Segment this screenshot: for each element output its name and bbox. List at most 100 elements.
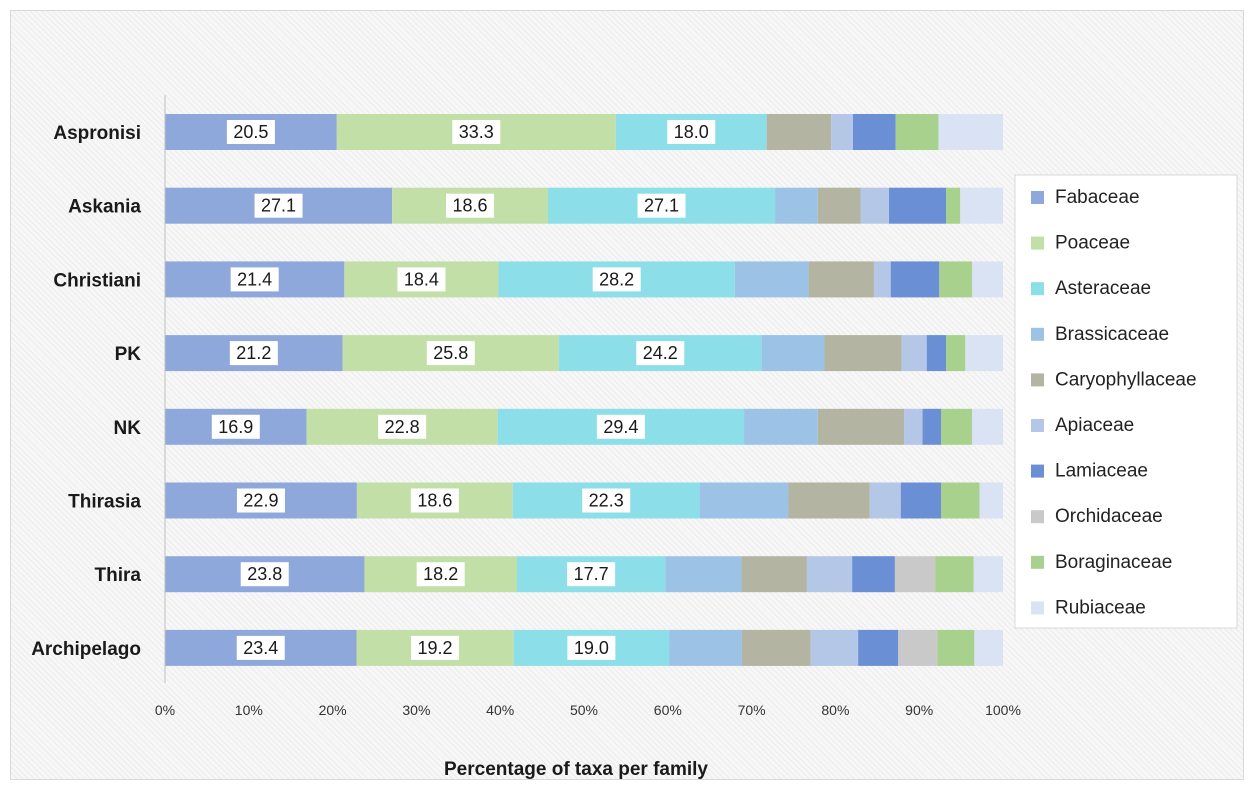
data-label: 24.2 [643, 343, 678, 363]
bar-segment-rubiaceae [965, 335, 1003, 372]
bar-segment-caryophyllaceae [817, 187, 861, 224]
legend-box [1014, 174, 1238, 629]
legend-swatch-fabaceae [1031, 191, 1044, 204]
data-label-box [592, 267, 641, 292]
data-label: 18.2 [423, 564, 458, 584]
data-label: 22.8 [385, 417, 420, 437]
legend-label: Rubiaceae [1055, 597, 1146, 618]
bar-segment-orchidaceae [898, 629, 938, 666]
category-label: Aspronisi [53, 123, 141, 144]
data-label-box [240, 562, 289, 587]
bar-segment-caryophyllaceae [741, 629, 811, 666]
bar-segment-lamiaceae [858, 629, 899, 666]
x-tick-label: 80% [821, 702, 849, 718]
bar-segment-boraginaceae [940, 482, 980, 519]
data-label: 23.8 [247, 564, 282, 584]
data-label: 18.0 [674, 122, 709, 142]
data-label-box [226, 120, 275, 144]
category-label: Archipelago [31, 639, 141, 660]
data-label-box [230, 267, 279, 292]
data-label-box [211, 414, 260, 439]
bar-segment-brassicaceae [699, 482, 789, 519]
data-label-box [411, 635, 460, 660]
data-label: 21.4 [237, 269, 272, 289]
bar-segment-boraginaceae [937, 629, 975, 666]
data-label: 16.9 [218, 417, 253, 437]
axis-layer: 0% 10% 20% 30% 40% 50% 60% 70% 80% 90% 100% Asproni… [31, 95, 1021, 718]
x-tick-label: 0% [155, 702, 175, 718]
legend-label: Apiaceae [1055, 415, 1134, 436]
data-label: 18.6 [453, 196, 488, 216]
data-label-box [452, 120, 501, 144]
x-tick-label: 70% [738, 702, 766, 718]
bar-segment-rubiaceae [973, 556, 1003, 593]
bar-segment-caryophyllaceae [817, 408, 905, 445]
data-label-box [567, 635, 616, 660]
data-label-box [582, 488, 631, 513]
legend-label: Asteraceae [1055, 278, 1151, 299]
data-label: 21.2 [236, 343, 271, 363]
data-label: 20.5 [233, 122, 268, 142]
bar-segment-apiaceae [831, 114, 853, 150]
bar-segment-rubiaceae [971, 261, 1003, 298]
chart-frame: 20.5 33.3 18.0 27.1 18.6 27.1 21.4 18.4 28.2 21.2… [10, 10, 1244, 780]
bar-segment-rubiaceae [960, 187, 1003, 224]
category-label: PK [115, 344, 142, 365]
data-label: 18.4 [404, 269, 439, 289]
category-label: Thirasia [68, 492, 141, 513]
stacked-bar-chart: 20.5 33.3 18.0 27.1 18.6 27.1 21.4 18.4 28.2 21.2… [31, 95, 1238, 780]
legend-swatch-apiaceae [1031, 419, 1044, 432]
legend-label: Lamiaceae [1055, 461, 1148, 482]
data-label-box [596, 414, 645, 439]
bar-segment-apiaceae [860, 187, 890, 224]
x-tick-label: 90% [905, 702, 933, 718]
legend-swatch-brassicaceae [1031, 327, 1044, 341]
data-label: 19.0 [574, 638, 609, 658]
legend-swatch-rubiaceae [1031, 601, 1044, 615]
bar-segment-apiaceae [873, 261, 891, 298]
bar-segment-apiaceae [904, 408, 923, 445]
bar-segment-brassicaceae [669, 629, 742, 666]
bar-segment-boraginaceae [935, 556, 974, 593]
bar-segment-caryophyllaceae [741, 556, 807, 593]
legend-swatch-lamiaceae [1031, 464, 1044, 478]
legend-swatch-poaceae [1031, 236, 1044, 250]
data-label-box [254, 193, 303, 218]
legend-swatch-caryophyllaceae [1031, 373, 1044, 387]
data-label-layer: 20.5 33.3 18.0 27.1 18.6 27.1 21.4 18.4 28.2 21.2… [211, 120, 716, 660]
bar-segment-rubiaceae [979, 482, 1003, 519]
data-label-box [236, 635, 285, 660]
bar-segment-boraginaceae [946, 187, 961, 224]
bar-segment-lamiaceae [926, 335, 947, 372]
x-axis-title: Percentage of taxa per family [444, 759, 708, 780]
bar-segment-rubiaceae [971, 408, 1003, 445]
x-tick-label: 10% [235, 702, 263, 718]
legend-label: Brassicaceae [1055, 324, 1169, 345]
legend-label: Fabaceae [1055, 187, 1140, 208]
bar-segment-apiaceae [810, 629, 859, 666]
bar-segment-rubiaceae [974, 629, 1003, 666]
x-tick-label: 100% [985, 702, 1021, 718]
data-label-box [667, 120, 716, 144]
bar-segment-boraginaceae [939, 261, 972, 298]
bar-segment-caryophyllaceae [824, 335, 902, 372]
bar-segment-lamiaceae [852, 114, 896, 150]
data-label: 25.8 [433, 343, 468, 363]
data-label: 28.2 [599, 269, 634, 289]
data-label-box [410, 488, 459, 513]
legend-label: Caryophyllaceae [1055, 369, 1197, 390]
data-label: 23.4 [243, 638, 278, 658]
x-tick-label: 60% [654, 702, 682, 718]
legend-swatch-asteraceae [1031, 282, 1044, 296]
category-label: Christiani [53, 270, 141, 291]
bar-segment-lamiaceae [900, 482, 941, 519]
bar-segment-caryophyllaceae [788, 482, 870, 519]
x-tick-label: 20% [319, 702, 347, 718]
data-label: 29.4 [603, 417, 638, 437]
data-label: 18.6 [417, 491, 452, 511]
legend-label: Boraginaceae [1055, 552, 1172, 573]
data-label: 27.1 [644, 196, 679, 216]
data-label-box [416, 562, 465, 587]
bar-segment-caryophyllaceae [766, 114, 832, 150]
legend-swatch-boraginaceae [1031, 555, 1044, 569]
